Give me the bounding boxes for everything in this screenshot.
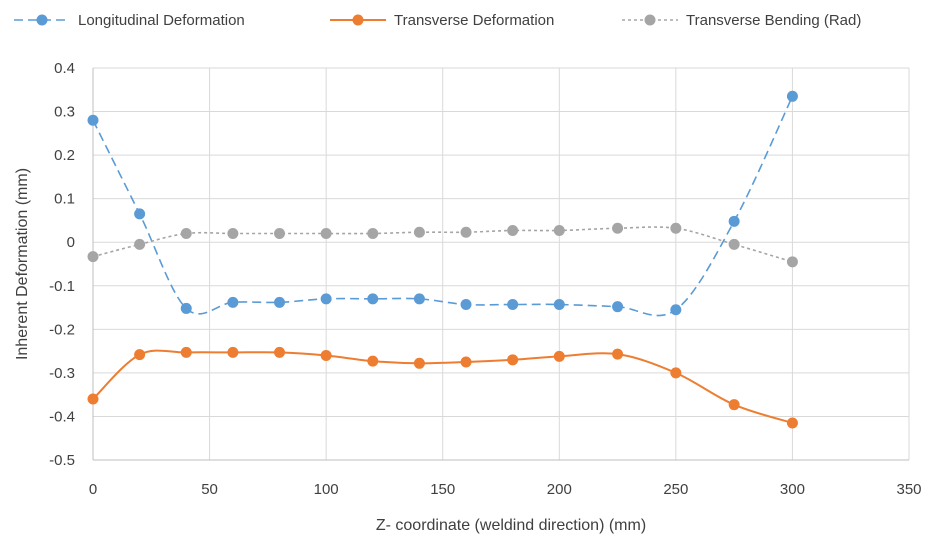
data-point [227, 296, 239, 308]
data-point [670, 304, 682, 316]
x-tick-label: 150 [430, 481, 455, 498]
data-point [413, 226, 425, 238]
data-point [786, 417, 798, 429]
series-layer [87, 90, 798, 429]
data-point [367, 355, 379, 367]
legend-item-transverse-bending-rad: Transverse Bending (Rad) [622, 12, 861, 29]
x-tick-label: 350 [896, 481, 921, 498]
data-point [367, 293, 379, 305]
data-point [320, 293, 332, 305]
legend-label: Transverse Bending (Rad) [686, 12, 861, 29]
data-point [786, 256, 798, 268]
data-point [553, 224, 565, 236]
x-tick-label: 200 [547, 481, 572, 498]
data-point [320, 228, 332, 240]
data-point [274, 296, 286, 308]
data-point [612, 222, 624, 234]
grid [93, 67, 910, 461]
data-point [180, 302, 192, 314]
data-point [460, 226, 472, 238]
data-point [460, 356, 472, 368]
y-axis-title: Inherent Deformation (mm) [14, 168, 31, 360]
data-point [87, 251, 99, 263]
data-point [274, 228, 286, 240]
x-tick-label: 0 [89, 481, 97, 498]
x-tick-label: 250 [663, 481, 688, 498]
data-point [460, 299, 472, 311]
data-point [134, 238, 146, 250]
y-tick-label: -0.4 [49, 408, 75, 425]
series-longitudinal-deformation [87, 90, 798, 317]
legend-marker [36, 14, 48, 26]
data-point [507, 224, 519, 236]
tick-labels: -0.5 -0.4 -0.3 -0.2 -0.1 0 0.1 0.2 0.3 0.4 0 50 100 1… [49, 60, 921, 498]
data-point [670, 222, 682, 234]
legend-label: Longitudinal Deformation [78, 12, 245, 29]
data-point [612, 301, 624, 313]
data-point [507, 354, 519, 366]
data-point [786, 90, 798, 102]
x-axis-title: Z- coordinate (weldind direction) (mm) [376, 517, 646, 534]
y-tick-label: 0.1 [54, 191, 75, 208]
y-tick-label: -0.1 [49, 278, 75, 295]
data-point [180, 228, 192, 240]
data-point [227, 346, 239, 358]
y-tick-label: 0.3 [54, 104, 75, 121]
data-point [413, 293, 425, 305]
y-tick-label: 0 [67, 234, 75, 251]
data-point [670, 367, 682, 379]
y-tick-label: -0.5 [49, 452, 75, 469]
axes [92, 68, 909, 461]
data-point [180, 346, 192, 358]
data-point [553, 299, 565, 311]
y-tick-label: -0.3 [49, 365, 75, 382]
data-point [507, 299, 519, 311]
legend-marker [644, 14, 656, 26]
data-point [612, 348, 624, 360]
data-point [134, 208, 146, 220]
data-point [320, 349, 332, 361]
data-point [728, 238, 740, 250]
data-point [274, 346, 286, 358]
series-transverse-bending-rad [87, 222, 798, 268]
data-point [553, 350, 565, 362]
y-tick-label: 0.4 [54, 60, 75, 77]
series-line [92, 226, 793, 263]
y-tick-label: -0.2 [49, 321, 75, 338]
legend-item-transverse-deformation: Transverse Deformation [330, 12, 554, 29]
data-point [87, 393, 99, 405]
legend-item-longitudinal-deformation: Longitudinal Deformation [14, 12, 245, 29]
series-transverse-deformation [87, 346, 798, 429]
data-point [227, 228, 239, 240]
data-point [367, 228, 379, 240]
data-point [728, 215, 740, 227]
x-tick-label: 100 [314, 481, 339, 498]
legend-marker [352, 14, 364, 26]
y-tick-label: 0.2 [54, 147, 75, 164]
data-point [134, 349, 146, 361]
x-tick-label: 50 [201, 481, 218, 498]
data-point [413, 357, 425, 369]
legend: Longitudinal Deformation Transverse Defor… [14, 12, 861, 29]
legend-label: Transverse Deformation [394, 12, 554, 29]
data-point [87, 114, 99, 126]
x-tick-label: 300 [780, 481, 805, 498]
data-point [728, 399, 740, 411]
